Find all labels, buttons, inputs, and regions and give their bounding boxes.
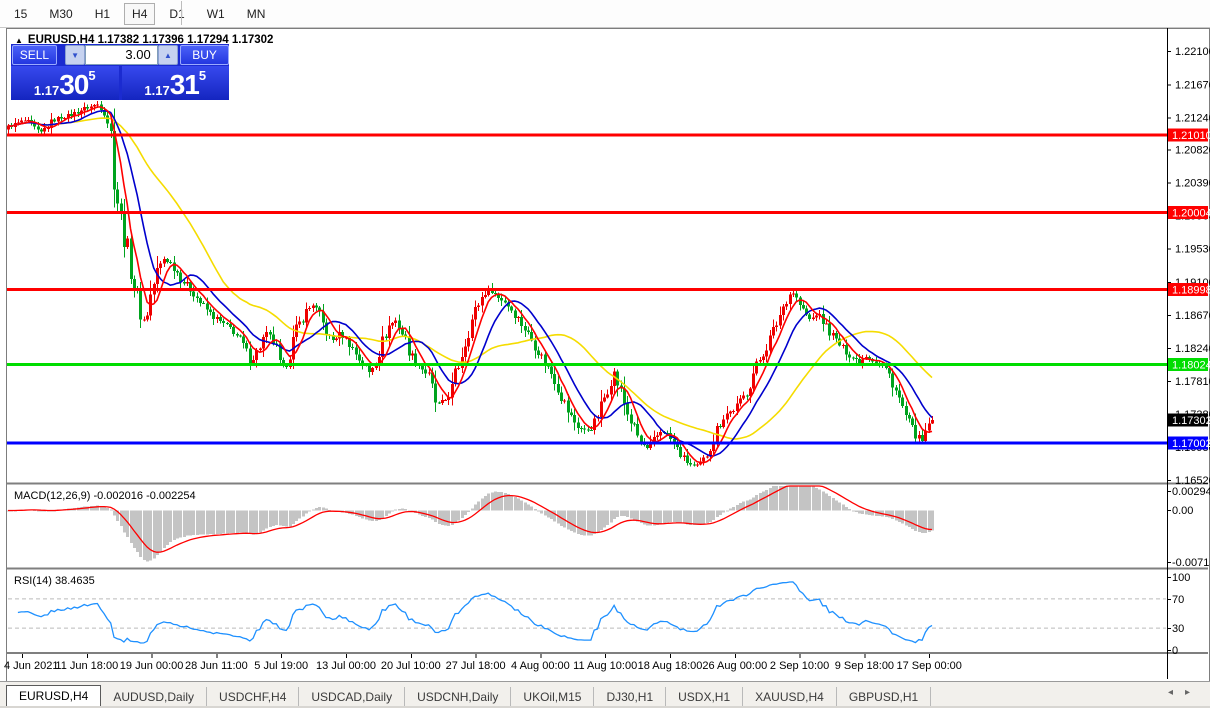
timeframe-button-15[interactable]: 15 <box>14 6 28 21</box>
arrow-down-icon: ▼ <box>71 50 80 60</box>
tab-usdchf-h4[interactable]: USDCHF,H4 <box>207 687 300 707</box>
buy-button[interactable]: BUY <box>180 45 229 65</box>
one-click-trading-panel: SELL ▼ 3.00 ▲ BUY 1.17 30 5 1.17 31 5 <box>11 44 229 100</box>
volume-increase-button[interactable]: ▲ <box>157 45 179 65</box>
collapse-triangle-icon[interactable]: ▲ <box>15 35 23 45</box>
toolbar-divider <box>181 1 182 25</box>
macd-label: MACD(12,26,9) -0.002016 -0.002254 <box>14 490 196 502</box>
timeframe-button-m30[interactable]: M30 <box>49 6 73 21</box>
volume-decrease-button[interactable]: ▼ <box>64 45 86 65</box>
chart-window[interactable]: ▲ EURUSD,H4 1.17382 1.17396 1.17294 1.17… <box>6 28 1210 682</box>
tab-scroll-arrows[interactable]: ◂▸ <box>1168 687 1202 698</box>
status-bar <box>0 706 1210 708</box>
tab-xauusd-h4[interactable]: XAUUSD,H4 <box>743 687 837 707</box>
tab-usdcad-daily[interactable]: USDCAD,Daily <box>299 687 406 707</box>
arrow-up-icon: ▲ <box>164 50 172 60</box>
chart-title-text: EURUSD,H4 1.17382 1.17396 1.17294 1.1730… <box>27 34 274 46</box>
rsi-label: RSI(14) 38.4635 <box>14 575 95 587</box>
chart-tab-bar: ◂▸ EURUSD,H4 AUDUSD,Daily USDCHF,H4 USDCAD,… <box>0 681 1210 707</box>
timeframe-button-d1[interactable]: D1 <box>169 6 185 21</box>
sell-price-display[interactable]: 1.17 30 5 <box>11 66 119 100</box>
tab-gbpusd-h1[interactable]: GBPUSD,H1 <box>837 687 932 707</box>
tab-eurusd-h4[interactable]: EURUSD,H4 <box>6 685 102 707</box>
timeframe-button-mn[interactable]: MN <box>246 6 266 21</box>
tab-audusd-daily[interactable]: AUDUSD,Daily <box>101 687 208 707</box>
tab-ukoil-m15[interactable]: UKOil,M15 <box>511 687 595 707</box>
tab-usdx-h1[interactable]: USDX,H1 <box>666 687 744 707</box>
buy-price-display[interactable]: 1.17 31 5 <box>121 66 229 100</box>
tab-scroll-left-icon[interactable]: ◂ <box>1167 687 1185 698</box>
timeframe-toolbar: 15 M30 H1 H4 D1 W1 MN <box>0 0 1210 28</box>
volume-input[interactable]: 3.00 <box>85 45 158 65</box>
timeframe-button-h4[interactable]: H4 <box>124 2 156 25</box>
chart-title: ▲ EURUSD,H4 1.17382 1.17396 1.17294 1.17… <box>15 34 273 46</box>
sell-button[interactable]: SELL <box>12 45 57 65</box>
tab-scroll-right-icon[interactable]: ▸ <box>1184 687 1202 698</box>
tab-usdcnh-daily[interactable]: USDCNH,Daily <box>405 687 512 707</box>
timeframe-button-h1[interactable]: H1 <box>94 6 111 21</box>
tab-dj30-h1[interactable]: DJ30,H1 <box>594 687 667 707</box>
timeframe-button-w1[interactable]: W1 <box>206 6 225 21</box>
